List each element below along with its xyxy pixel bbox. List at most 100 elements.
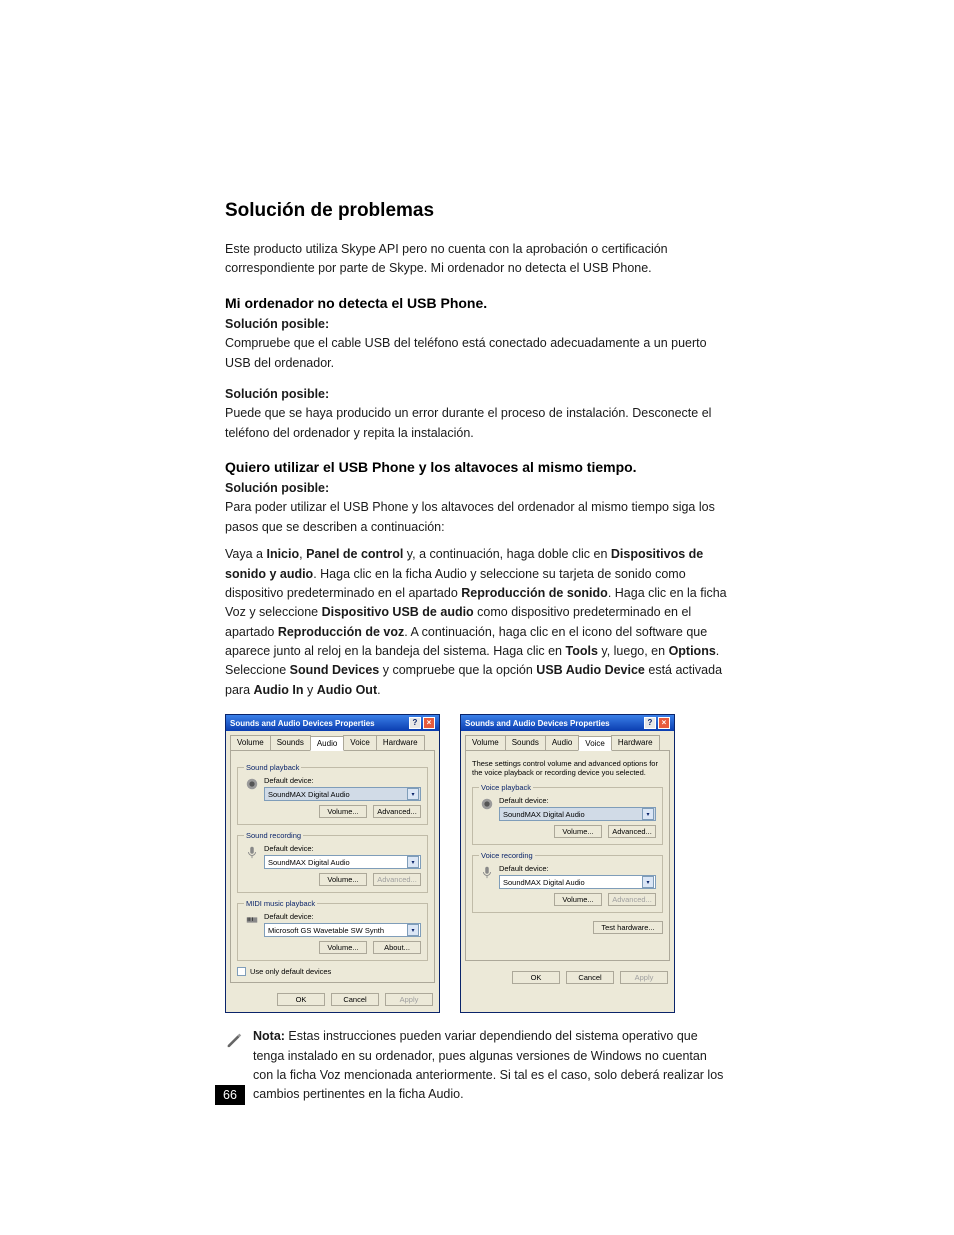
intro-paragraph: Este producto utiliza Skype API pero no … (225, 240, 729, 279)
dropdown-value: SoundMAX Digital Audio (503, 810, 585, 819)
speaker-icon (244, 776, 260, 792)
speaker-icon (479, 796, 495, 812)
tab-sounds[interactable]: Sounds (505, 735, 546, 750)
group-voice-recording: Voice recording Default device: SoundMAX… (472, 851, 663, 913)
dialog-footer: OK Cancel Apply (226, 987, 439, 1012)
note-body: Estas instrucciones pueden variar depend… (253, 1029, 723, 1101)
advanced-button[interactable]: Advanced... (608, 825, 656, 838)
microphone-icon (244, 844, 260, 860)
cancel-button[interactable]: Cancel (566, 971, 614, 984)
solution-text: Compruebe que el cable USB del teléfono … (225, 336, 707, 369)
chevron-down-icon: ▾ (642, 808, 654, 820)
recording-device-dropdown[interactable]: SoundMAX Digital Audio ▾ (264, 855, 421, 869)
tab-audio[interactable]: Audio (545, 735, 579, 750)
volume-button[interactable]: Volume... (319, 941, 367, 954)
step-text: . (377, 683, 380, 697)
dropdown-value: Microsoft GS Wavetable SW Synth (268, 926, 384, 935)
chevron-down-icon: ▾ (407, 856, 419, 868)
dropdown-value: SoundMAX Digital Audio (268, 858, 350, 867)
chevron-down-icon: ▾ (407, 924, 419, 936)
default-device-label: Default device: (264, 776, 421, 785)
advanced-button: Advanced... (373, 873, 421, 886)
group-midi-playback: MIDI music playback Default device: Micr… (237, 899, 428, 961)
solution-intro: Para poder utilizar el USB Phone y los a… (225, 500, 715, 533)
tab-volume[interactable]: Volume (230, 735, 271, 750)
tab-strip: Volume Sounds Audio Voice Hardware (465, 735, 670, 751)
ok-button[interactable]: OK (512, 971, 560, 984)
volume-button[interactable]: Volume... (319, 873, 367, 886)
step-text: Vaya a (225, 547, 266, 561)
dialog-titlebar[interactable]: Sounds and Audio Devices Properties ? × (461, 715, 674, 731)
volume-button[interactable]: Volume... (554, 825, 602, 838)
step-bold: Audio Out (317, 683, 377, 697)
apply-button: Apply (385, 993, 433, 1006)
tab-sounds[interactable]: Sounds (270, 735, 311, 750)
tab-voice[interactable]: Voice (578, 736, 612, 751)
voice-recording-dropdown[interactable]: SoundMAX Digital Audio ▾ (499, 875, 656, 889)
group-legend: Sound recording (244, 831, 303, 840)
dialog-titlebar[interactable]: Sounds and Audio Devices Properties ? × (226, 715, 439, 731)
playback-device-dropdown[interactable]: SoundMAX Digital Audio ▾ (264, 787, 421, 801)
step-bold: Reproducción de voz (278, 625, 404, 639)
step-text: y compruebe que la opción (379, 663, 536, 677)
about-button[interactable]: About... (373, 941, 421, 954)
ok-button[interactable]: OK (277, 993, 325, 1006)
dialog-footer: OK Cancel Apply (461, 965, 674, 990)
tab-audio[interactable]: Audio (310, 736, 344, 751)
dropdown-value: SoundMAX Digital Audio (268, 790, 350, 799)
solution-label: Solución posible: (225, 387, 329, 401)
dialog-audio: Sounds and Audio Devices Properties ? × … (225, 714, 440, 1013)
step-bold: Panel de control (306, 547, 403, 561)
step-bold: Audio In (254, 683, 304, 697)
chevron-down-icon: ▾ (407, 788, 419, 800)
dialog-body: These settings control volume and advanc… (465, 751, 670, 961)
step-bold: Reproducción de sonido (461, 586, 608, 600)
step-bold: Inicio (266, 547, 299, 561)
tab-voice[interactable]: Voice (343, 735, 377, 750)
voice-playback-dropdown[interactable]: SoundMAX Digital Audio ▾ (499, 807, 656, 821)
page-title: Solución de problemas (225, 200, 729, 222)
step-bold: Dispositivo USB de audio (322, 605, 474, 619)
group-legend: MIDI music playback (244, 899, 317, 908)
volume-button[interactable]: Volume... (319, 805, 367, 818)
note-block: Nota: Estas instrucciones pueden variar … (225, 1027, 729, 1105)
solution-text: Puede que se haya producido un error dur… (225, 406, 711, 439)
tab-strip: Volume Sounds Audio Voice Hardware (230, 735, 435, 751)
dialog-title: Sounds and Audio Devices Properties (230, 719, 375, 728)
checkbox-label: Use only default devices (250, 967, 331, 976)
advanced-button: Advanced... (608, 893, 656, 906)
cancel-button[interactable]: Cancel (331, 993, 379, 1006)
step-text: y, luego, en (598, 644, 669, 658)
group-voice-playback: Voice playback Default device: SoundMAX … (472, 783, 663, 845)
dialog-title: Sounds and Audio Devices Properties (465, 719, 610, 728)
default-device-label: Default device: (499, 796, 656, 805)
midi-device-dropdown[interactable]: Microsoft GS Wavetable SW Synth ▾ (264, 923, 421, 937)
tab-hardware[interactable]: Hardware (611, 735, 660, 750)
close-icon[interactable]: × (658, 717, 670, 729)
section1-solution2: Solución posible: Puede que se haya prod… (225, 385, 729, 443)
section2-solution: Solución posible: Para poder utilizar el… (225, 479, 729, 537)
help-icon[interactable]: ? (409, 717, 421, 729)
microphone-icon (479, 864, 495, 880)
group-legend: Voice recording (479, 851, 535, 860)
group-legend: Voice playback (479, 783, 533, 792)
pen-icon (225, 1030, 243, 1048)
advanced-button[interactable]: Advanced... (373, 805, 421, 818)
document-page: Solución de problemas Este producto util… (0, 0, 954, 1165)
default-device-label: Default device: (499, 864, 656, 873)
close-icon[interactable]: × (423, 717, 435, 729)
section1-title: Mi ordenador no detecta el USB Phone. (225, 295, 729, 311)
chevron-down-icon: ▾ (642, 876, 654, 888)
section2-steps: Vaya a Inicio, Panel de control y, a con… (225, 545, 729, 700)
help-icon[interactable]: ? (644, 717, 656, 729)
test-hardware-button[interactable]: Test hardware... (593, 921, 663, 934)
volume-button[interactable]: Volume... (554, 893, 602, 906)
tab-hardware[interactable]: Hardware (376, 735, 425, 750)
tab-volume[interactable]: Volume (465, 735, 506, 750)
section2-title: Quiero utilizar el USB Phone y los altav… (225, 459, 729, 475)
midi-icon (244, 912, 260, 928)
group-sound-recording: Sound recording Default device: SoundMAX… (237, 831, 428, 893)
checkbox-icon[interactable] (237, 967, 246, 976)
note-label: Nota: (253, 1029, 285, 1043)
default-only-checkbox-row[interactable]: Use only default devices (237, 967, 428, 976)
